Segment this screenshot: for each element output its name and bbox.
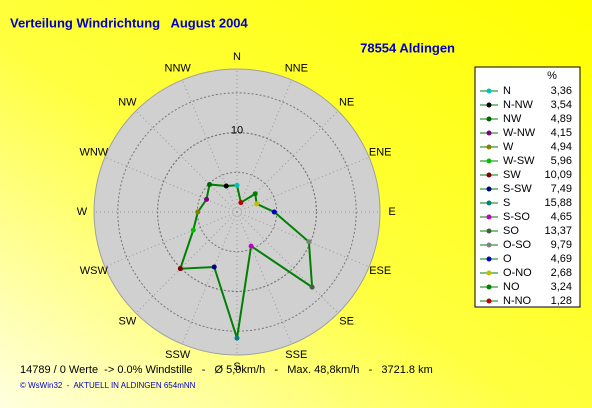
legend-label: W [503, 141, 514, 153]
legend-label: O-NO [503, 267, 532, 279]
legend-marker [486, 130, 492, 136]
legend-marker [486, 102, 492, 108]
wind-point [309, 284, 315, 290]
legend-marker [486, 200, 492, 206]
wind-point [177, 266, 183, 272]
wind-point [223, 183, 229, 189]
wind-point [248, 243, 254, 249]
legend-marker [486, 298, 492, 304]
legend-marker [486, 88, 492, 94]
legend-box [474, 66, 581, 308]
legend-label: O [503, 253, 512, 265]
legend-value: 3,54 [551, 99, 572, 111]
legend-marker [486, 214, 492, 220]
wind-point [204, 196, 210, 202]
legend-label: N [503, 85, 511, 97]
legend-marker [486, 284, 492, 290]
legend-label: S-SO [503, 211, 530, 223]
legend-label: W-NW [503, 127, 536, 139]
legend-value: 4,65 [551, 211, 572, 223]
compass-label: ESE [369, 265, 391, 277]
wind-point [254, 201, 260, 207]
legend-value: 4,69 [551, 253, 572, 265]
legend-label: O-SO [503, 239, 532, 251]
legend-value: 1,28 [551, 295, 572, 307]
compass-label: NNW [165, 63, 192, 75]
legend-marker [486, 186, 492, 192]
compass-label: SE [339, 316, 354, 328]
legend-value: 4,94 [551, 141, 572, 153]
wind-point [238, 200, 244, 206]
legend-label: NO [503, 281, 520, 293]
legend-label: S-SW [503, 183, 532, 195]
legend-marker [486, 158, 492, 164]
legend-value: 10,09 [544, 169, 572, 181]
legend-label: SW [503, 169, 521, 181]
y-tick-label: 10 [231, 124, 243, 136]
wind-point [190, 227, 196, 233]
legend-label: N-NO [503, 295, 532, 307]
legend-label: SO [503, 225, 519, 237]
wind-point [252, 191, 258, 197]
legend-marker [486, 270, 492, 276]
legend-value: 4,15 [551, 127, 572, 139]
legend-marker [486, 242, 492, 248]
legend-unit: % [547, 70, 557, 82]
chart-title: Verteilung Windrichtung August 2004 [10, 15, 249, 30]
wind-point [271, 209, 277, 215]
grid-line [157, 132, 317, 292]
legend-value: 2,68 [551, 267, 572, 279]
legend-label: W-SW [503, 155, 535, 167]
legend-value: 15,88 [544, 197, 572, 209]
compass-label: W [77, 206, 88, 218]
compass-label: NW [118, 96, 137, 108]
legend-marker [486, 116, 492, 122]
legend-label: S [503, 197, 510, 209]
compass-label: SSW [165, 349, 191, 361]
compass-label: S [233, 361, 240, 373]
compass-label: N [233, 51, 241, 63]
wind-point [234, 335, 240, 341]
legend-value: 13,37 [544, 225, 572, 237]
wind-point [234, 182, 240, 188]
wind-point [207, 182, 213, 188]
compass-label: E [388, 206, 395, 218]
footer: 14789 / 0 Werte -> 0.0% Windstille - Ø 5… [20, 364, 433, 376]
compass-label: SSE [285, 349, 307, 361]
grid-circle [117, 92, 357, 332]
legend-value: 5,96 [551, 155, 572, 167]
compass-label: NNE [285, 63, 308, 75]
wind-point [306, 239, 312, 245]
compass-label: ENE [369, 147, 392, 159]
compass-label: NE [339, 96, 354, 108]
wind-point [211, 264, 217, 270]
legend-marker [486, 172, 492, 178]
compass-label: WSW [80, 265, 109, 277]
legend-label: NW [503, 113, 522, 125]
credit: © WsWin32 - AKTUELL IN ALDINGEN 654mNN [20, 381, 196, 390]
compass-label: SW [119, 316, 137, 328]
legend-marker [486, 228, 492, 234]
legend-value: 7,49 [551, 183, 572, 195]
legend-value: 3,36 [551, 85, 572, 97]
legend-label: N-NW [503, 99, 534, 111]
wind-point [195, 209, 201, 215]
legend-value: 9,79 [551, 239, 572, 251]
legend-value: 3,24 [551, 281, 572, 293]
legend-marker [486, 144, 492, 150]
compass-label: WNW [79, 147, 108, 159]
legend-marker [486, 256, 492, 262]
subtitle: 78554 Aldingen [360, 40, 455, 55]
legend-value: 4,89 [551, 113, 572, 125]
